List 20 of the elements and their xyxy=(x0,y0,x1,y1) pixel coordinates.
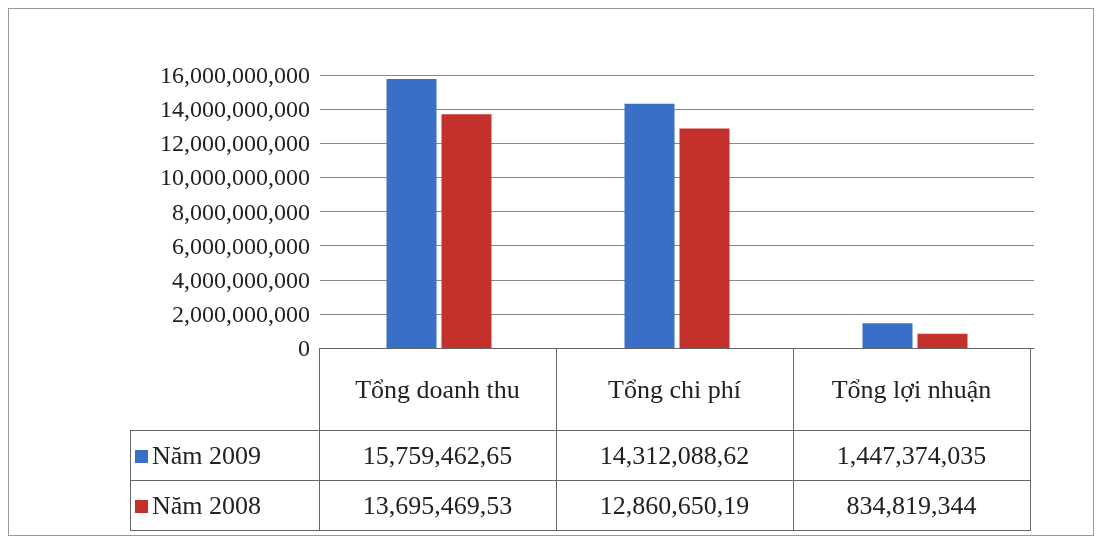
y-tick-label: 14,000,000,000 xyxy=(160,96,310,123)
y-tick-label: 0 xyxy=(298,335,310,361)
y-tick-label: 12,000,000,000 xyxy=(160,130,310,157)
x-tick-label: Tổng lợi nhuận xyxy=(793,348,1030,431)
y-tick-label: 10,000,000,000 xyxy=(160,164,310,191)
y-tick-label: 6,000,000,000 xyxy=(172,232,310,259)
legend-label: Năm 2008 xyxy=(130,480,319,531)
y-tick-label: 16,000,000,000 xyxy=(160,62,310,88)
data-label: 14,312,088,62 xyxy=(556,430,793,481)
data-label: 13,695,469,53 xyxy=(319,480,556,531)
data-label: 1,447,374,035 xyxy=(793,430,1030,481)
y-tick-label: 2,000,000,000 xyxy=(172,300,310,327)
data-label: 15,759,462,65 xyxy=(319,430,556,481)
x-tick-label: Tổng doanh thu xyxy=(319,348,556,431)
legend-label: Năm 2009 xyxy=(130,430,319,481)
data-label: 834,819,344 xyxy=(793,480,1030,531)
y-tick-label: 8,000,000,000 xyxy=(172,198,310,225)
y-tick-label: 4,000,000,000 xyxy=(172,266,310,293)
x-tick-label: Tổng chi phí xyxy=(556,348,793,431)
data-label: 12,860,650,19 xyxy=(556,480,793,531)
